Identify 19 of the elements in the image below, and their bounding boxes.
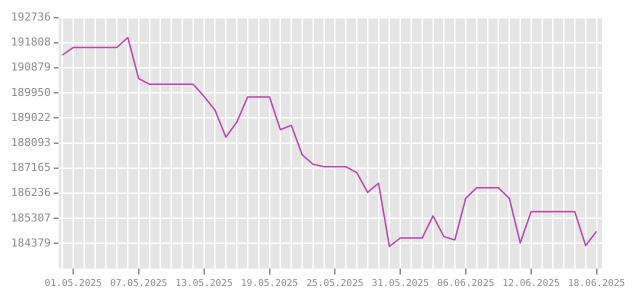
x-tick-label: 13.05.2025 bbox=[175, 278, 233, 289]
y-tick-label: 187165 bbox=[10, 161, 51, 174]
x-tick-label: 19.05.2025 bbox=[240, 278, 298, 289]
y-tick-label: 191808 bbox=[10, 36, 51, 49]
y-tick-label: 185307 bbox=[10, 211, 51, 224]
y-tick-label: 192736 bbox=[10, 10, 51, 24]
y-tick-label: 190879 bbox=[10, 60, 51, 74]
y-tick-label: 189022 bbox=[10, 110, 51, 124]
x-tick-label: 06.06.2025 bbox=[437, 278, 494, 289]
x-tick-label: 25.05.2025 bbox=[306, 278, 364, 289]
x-tick-label: 01.05.2025 bbox=[44, 278, 102, 289]
x-tick-label: 12.06.2025 bbox=[502, 278, 560, 289]
x-tick-label: 07.05.2025 bbox=[110, 278, 168, 289]
x-tick-label: 31.05.2025 bbox=[372, 278, 429, 289]
y-tick-label: 186236 bbox=[10, 186, 51, 200]
y-tick-label: 184379 bbox=[10, 236, 51, 250]
x-tick-label: 18.06.2025 bbox=[568, 278, 626, 289]
y-tick-label: 189950 bbox=[10, 86, 51, 99]
y-tick-label: 188093 bbox=[10, 136, 51, 149]
